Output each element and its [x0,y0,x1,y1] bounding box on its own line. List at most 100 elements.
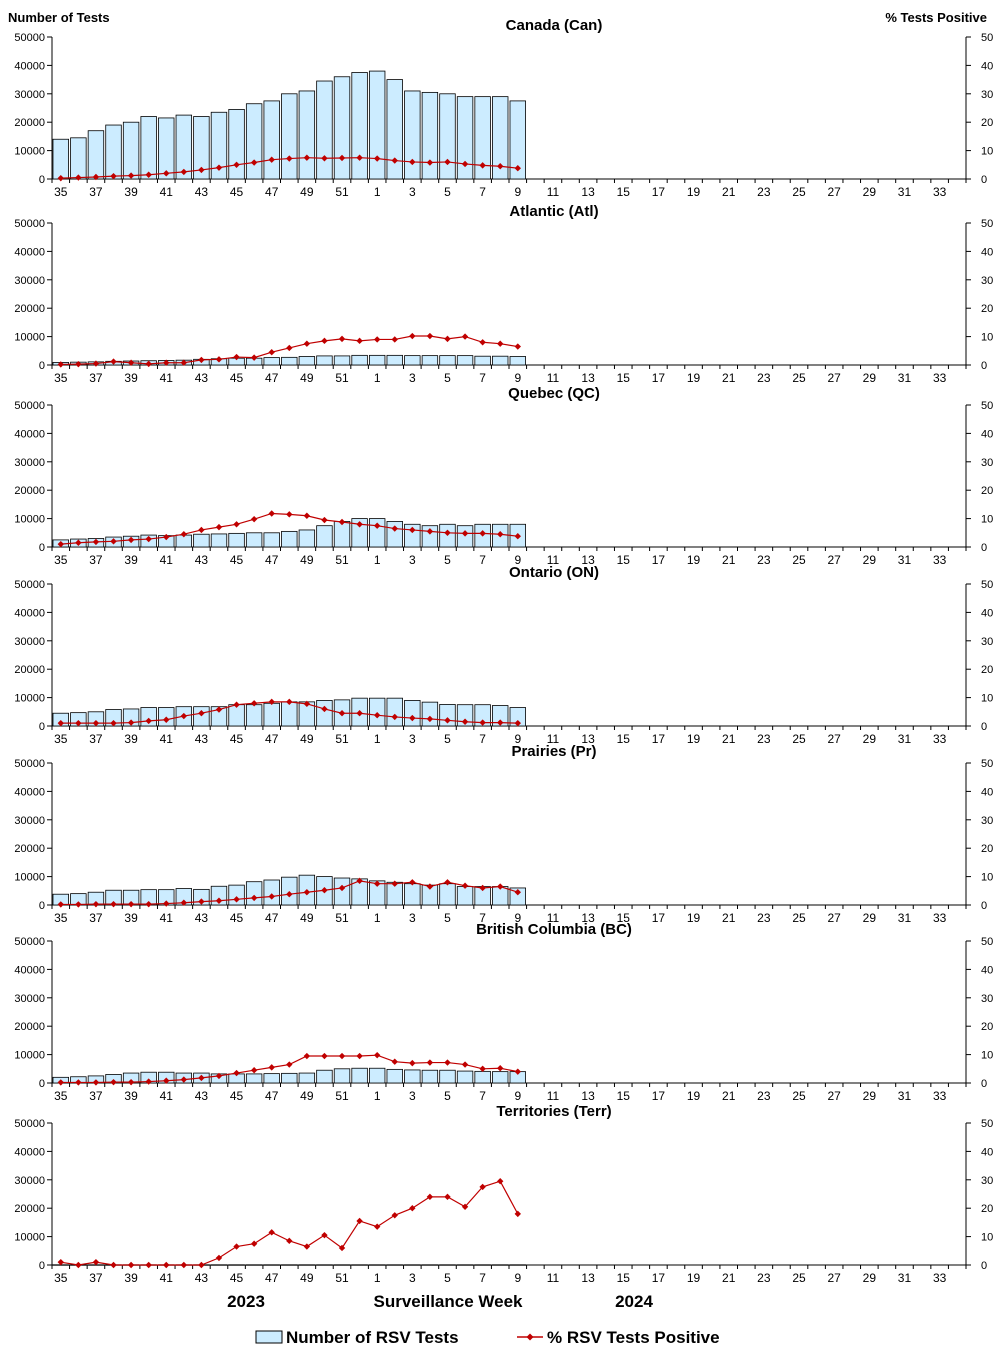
x-tick-label: 51 [335,911,349,925]
right-tick-label: 10 [981,872,993,884]
left-tick-label: 40000 [14,786,45,798]
percent-point [461,530,469,537]
percent-point [75,1261,82,1269]
panel-title: Atlantic (Atl) [509,203,598,220]
percent-point [92,719,100,727]
percent-point [356,877,363,885]
bar [263,1264,280,1266]
x-tick-label: 1 [374,553,381,567]
right-axis-title: % Tests Positive [885,10,987,25]
right-tick-label: 0 [981,360,987,372]
percent-point [145,535,152,543]
bar [368,70,386,180]
bar [474,704,491,727]
left-tick-label: 10000 [14,514,45,526]
percent-point [233,353,240,361]
right-tick-label: 30 [981,815,993,827]
x-tick-label: 29 [863,185,877,199]
x-tick-label: 19 [687,1089,701,1103]
x-tick-label: 5 [444,1089,451,1103]
x-tick-label: 33 [933,1089,947,1103]
percent-point [338,154,346,162]
percent-point [356,337,363,345]
x-tick-label: 47 [265,1271,279,1285]
bar [210,533,228,548]
percent-point [127,1261,135,1269]
percent-point [514,533,521,540]
x-tick-label: 47 [265,911,279,925]
left-tick-label: 0 [39,1260,45,1272]
x-tick-label: 15 [617,553,631,567]
x-tick-label: 3 [409,732,416,746]
bar [421,1264,439,1266]
x-tick-label: 41 [160,911,174,925]
percent-point [338,710,346,717]
x-tick-label: 37 [89,553,103,567]
percent-point [233,1069,240,1077]
x-tick-label: 33 [933,732,947,746]
percent-point [321,1052,328,1060]
bar [175,114,193,180]
percent-point [321,516,328,524]
percent-point [426,159,434,166]
percent-point [233,896,240,903]
bar [439,1069,456,1084]
percent-point [198,166,205,174]
percent-point [127,359,135,366]
percent-point [409,332,416,340]
left-tick-label: 20000 [14,843,45,855]
x-tick-label: 31 [898,911,912,925]
left-tick-label: 0 [39,542,45,554]
bar [421,91,439,180]
x-tick-label: 5 [444,185,451,199]
x-tick-label: 47 [265,732,279,746]
percent-point [233,161,240,168]
bar [281,93,298,180]
right-tick-label: 30 [981,275,993,287]
right-tick-label: 0 [981,1260,987,1272]
panel-title: Canada (Can) [506,17,603,34]
right-tick-label: 30 [981,457,993,469]
x-tick-label: 51 [335,732,349,746]
x-tick-label: 17 [652,1271,666,1285]
percent-point [426,528,434,535]
x-tick-label: 13 [581,1089,595,1103]
x-tick-label: 29 [863,911,877,925]
bar [193,116,210,180]
left-tick-label: 0 [39,174,45,186]
left-tick-label: 40000 [14,1146,45,1158]
percent-point [250,159,258,166]
left-tick-label: 40000 [14,246,45,258]
x-tick-label: 27 [827,732,841,746]
percent-point [180,1261,188,1269]
right-tick-label: 10 [981,693,993,705]
bar [474,1264,491,1266]
percent-point [444,529,451,536]
bar [245,704,263,727]
right-tick-label: 40 [981,786,993,798]
percent-point [198,356,205,364]
x-tick-label: 45 [230,553,244,567]
right-tick-label: 50 [981,758,993,770]
bar [316,525,333,548]
x-tick-label: 9 [514,732,521,746]
right-tick-label: 50 [981,32,993,44]
bar [263,357,280,366]
percent-point [373,880,381,887]
bar [122,121,140,180]
percent-point [215,523,223,531]
x-tick-label: 17 [652,185,666,199]
percent-point [127,719,135,726]
x-tick-label: 35 [54,553,68,567]
bar [492,355,509,366]
percent-point [127,1078,135,1086]
percent-point [75,719,82,727]
year-label-2023: 2023 [227,1292,265,1311]
percent-point [127,900,135,908]
percent-point [250,1067,258,1074]
percent-point [409,158,416,166]
x-tick-label: 49 [300,1089,314,1103]
bar [421,701,439,727]
x-tick-label: 1 [374,911,381,925]
bar [351,1067,368,1084]
